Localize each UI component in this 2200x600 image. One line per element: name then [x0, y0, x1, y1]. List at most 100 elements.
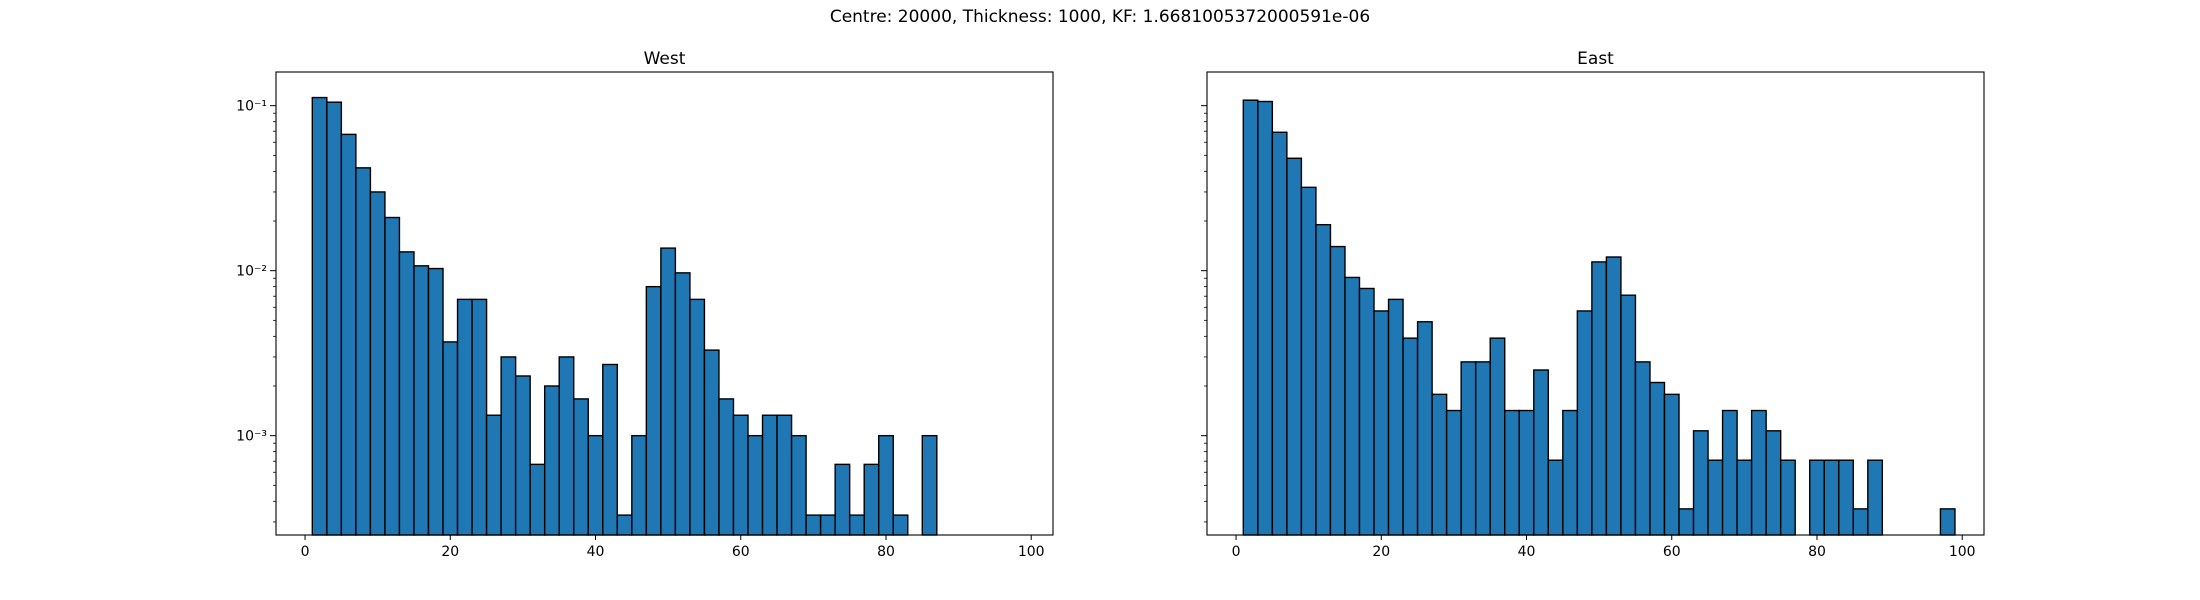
west-bar-73 [834, 463, 851, 536]
west-xtick-label-100: 100 [1018, 544, 1045, 560]
east-bar-75 [1779, 459, 1796, 536]
east-bar-11 [1315, 223, 1332, 536]
west-bar-25 [485, 414, 502, 536]
west-bar-59 [732, 414, 749, 536]
east-bar-43 [1547, 459, 1564, 536]
east-bar-5 [1271, 131, 1288, 536]
east-xtick-label-0: 0 [1232, 544, 1241, 560]
east-bar-21 [1387, 298, 1404, 536]
west-bar-67 [790, 434, 807, 536]
east-plot-frame [1206, 71, 1985, 536]
east-bar-39 [1518, 409, 1535, 536]
west-bar-35 [558, 356, 575, 536]
east-axes: East 0 20 40 60 80 100 [1201, 49, 1985, 560]
west-bar-57 [718, 398, 735, 536]
east-bar-81 [1823, 459, 1840, 536]
west-bar-9 [369, 191, 386, 536]
west-bar-7 [355, 167, 372, 536]
west-bar-77 [863, 463, 880, 536]
east-bar-37 [1504, 409, 1520, 536]
east-bar-15 [1344, 276, 1361, 536]
west-bar-19 [442, 341, 459, 536]
west-bar-47 [645, 285, 662, 536]
west-bar-39 [587, 434, 604, 536]
east-xtick-label-20: 20 [1372, 544, 1390, 560]
west-xtick-label-80: 80 [877, 544, 895, 560]
east-bar-17 [1358, 287, 1375, 536]
east-bar-19 [1373, 310, 1390, 536]
east-bar-65 [1707, 459, 1724, 536]
east-title: East [1577, 49, 1614, 69]
west-bar-61 [747, 434, 764, 536]
figure-suptitle: Centre: 20000, Thickness: 1000, KF: 1.66… [829, 7, 1371, 27]
west-bar-53 [689, 298, 706, 536]
east-bar-85 [1852, 508, 1869, 536]
east-bar-45 [1562, 409, 1579, 536]
east-bar-73 [1765, 430, 1782, 536]
east-bar-69 [1736, 459, 1753, 536]
west-bar-5 [340, 133, 357, 536]
east-bar-67 [1721, 409, 1738, 536]
east-bar-13 [1329, 245, 1346, 536]
west-bar-1 [311, 96, 328, 536]
east-bar-61 [1678, 508, 1695, 536]
east-bar-83 [1838, 459, 1854, 536]
east-bar-51 [1605, 256, 1622, 536]
east-xtick-label-100: 100 [1949, 544, 1976, 560]
west-bar-31 [529, 463, 546, 536]
east-bar-27 [1431, 393, 1448, 536]
east-bar-55 [1634, 361, 1651, 536]
east-bar-33 [1474, 361, 1491, 536]
east-bar-31 [1460, 361, 1477, 536]
west-bar-15 [413, 265, 430, 536]
west-bar-33 [543, 385, 560, 536]
west-ytick-label-2: 10⁻¹ [236, 99, 267, 115]
west-ytick-label-0: 10⁻³ [236, 429, 267, 445]
west-bar-29 [514, 375, 531, 536]
west-bar-69 [805, 514, 822, 536]
west-bar-85 [921, 434, 938, 536]
east-bar-9 [1300, 186, 1317, 536]
west-bar-55 [703, 349, 720, 536]
west-xtick-label-60: 60 [732, 544, 750, 560]
west-bar-13 [398, 251, 415, 536]
east-bar-59 [1663, 393, 1680, 536]
east-bar-97 [1939, 508, 1956, 536]
east-xtick-label-40: 40 [1518, 544, 1536, 560]
west-xtick-label-20: 20 [441, 544, 459, 560]
west-bar-45 [631, 434, 648, 536]
west-bar-63 [761, 414, 778, 536]
east-bar-49 [1591, 261, 1608, 536]
west-bar-21 [456, 298, 473, 536]
west-bar-17 [427, 267, 444, 536]
east-bar-29 [1445, 409, 1462, 536]
west-bar-79 [878, 434, 894, 536]
east-bar-57 [1649, 381, 1666, 536]
east-bar-63 [1692, 430, 1709, 536]
west-ytick-label-1: 10⁻² [236, 264, 267, 280]
east-bar-1 [1242, 99, 1259, 536]
west-bar-81 [892, 514, 909, 536]
west-title: West [644, 49, 686, 69]
east-bar-47 [1576, 310, 1593, 536]
east-bar-71 [1750, 409, 1767, 536]
west-bar-3 [326, 101, 343, 536]
west-bar-71 [819, 514, 836, 536]
east-bar-23 [1402, 337, 1419, 536]
west-bar-23 [471, 298, 488, 536]
west-bar-49 [660, 247, 677, 536]
east-xtick-label-80: 80 [1808, 544, 1826, 560]
west-xtick-label-40: 40 [587, 544, 605, 560]
west-plot-frame [275, 71, 1054, 536]
west-bar-37 [573, 398, 589, 536]
east-bar-35 [1489, 337, 1506, 536]
east-bar-3 [1257, 100, 1274, 536]
west-bar-27 [500, 356, 517, 536]
east-bar-53 [1620, 294, 1637, 536]
west-bar-11 [384, 216, 401, 536]
west-bar-75 [848, 514, 865, 536]
west-bar-65 [776, 414, 793, 536]
east-bar-79 [1809, 459, 1825, 536]
